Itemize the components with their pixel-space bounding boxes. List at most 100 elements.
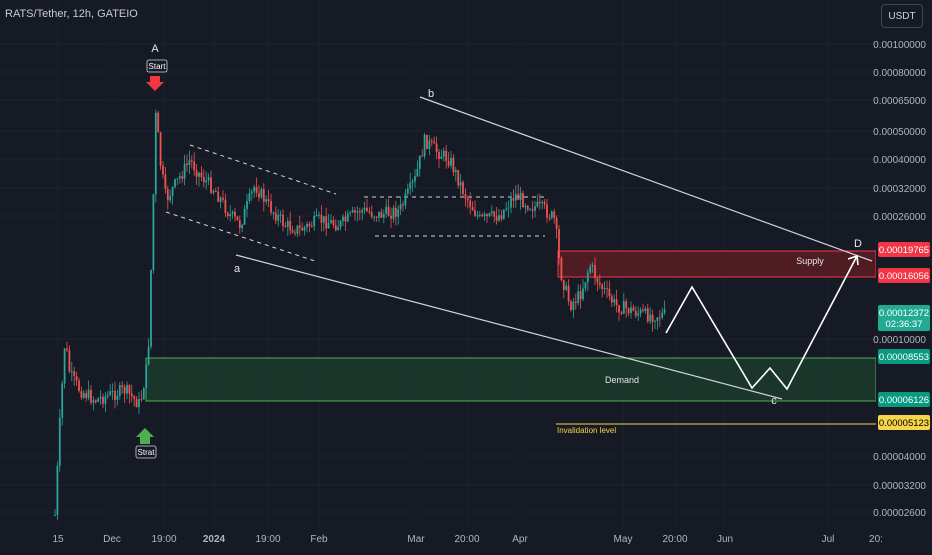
x-tick-label: Mar <box>407 534 425 545</box>
candle-body <box>313 215 316 227</box>
candle-body <box>627 308 630 314</box>
candle-body <box>630 307 632 314</box>
candle-body <box>591 265 594 267</box>
candle-body <box>550 211 553 219</box>
candle-body <box>478 214 481 216</box>
candle-body <box>138 399 140 408</box>
candle-body <box>558 229 560 258</box>
candle-body <box>162 165 164 175</box>
x-tick-label: Dec <box>103 534 121 545</box>
candle-body <box>334 225 337 231</box>
candle-body <box>394 207 397 217</box>
wave-label-A: A <box>151 43 159 55</box>
candle-body <box>308 223 311 227</box>
candle-body <box>385 206 388 215</box>
candle-body <box>522 193 524 208</box>
candle-body <box>224 199 227 214</box>
demand-top-price-label: 0.00008553 <box>879 352 929 363</box>
candle-body <box>658 317 661 319</box>
y-tick-label: 0.00100000 <box>873 40 926 51</box>
candle-body <box>363 207 366 211</box>
candle-body <box>440 156 443 159</box>
candle-body <box>195 170 198 177</box>
candle-body <box>594 265 596 278</box>
candle-body <box>114 390 116 400</box>
candle-body <box>303 227 306 231</box>
candle-body <box>474 210 476 216</box>
candle-body <box>570 301 572 310</box>
candle-body <box>262 189 265 202</box>
candle-body <box>574 301 577 303</box>
candle-body <box>150 269 152 347</box>
candle-body <box>498 215 500 221</box>
candle-body <box>274 212 277 221</box>
strat-marker-label: Strat <box>138 448 156 457</box>
currency-unit-button[interactable]: USDT <box>881 4 923 28</box>
invalidation-label: Invalidation level <box>557 426 616 435</box>
wave-label-D: D <box>854 238 862 250</box>
candle-body <box>586 272 589 283</box>
candle-body <box>116 395 119 400</box>
start-arrow-icon <box>146 76 164 91</box>
projection-path <box>665 255 858 391</box>
candle-body <box>603 288 606 290</box>
last-price-price-tag <box>878 305 930 331</box>
candle-body <box>246 201 248 209</box>
demand-top-price-tag <box>878 349 930 364</box>
invalidation-price-tag <box>878 415 930 430</box>
demand-label: Demand <box>605 375 639 385</box>
supply-top-price-tag <box>878 242 930 257</box>
candle-body <box>207 177 210 181</box>
y-tick-label: 0.00040000 <box>873 155 926 166</box>
candle-body <box>171 187 174 197</box>
candle-body <box>111 390 114 392</box>
candle-body <box>435 143 438 152</box>
candle-body <box>433 141 436 144</box>
candle-body <box>145 364 148 389</box>
candle-body <box>538 201 541 204</box>
candle-body <box>469 200 472 208</box>
candle-body <box>366 207 368 212</box>
wave-label-c: c <box>771 395 777 407</box>
start-marker-box <box>146 59 168 73</box>
candle-body <box>510 198 512 208</box>
channel-bottom-line <box>235 254 783 400</box>
candle-body <box>188 160 191 165</box>
wave-label-a: a <box>234 263 241 275</box>
candle-body <box>174 179 176 188</box>
candle-body <box>642 309 644 311</box>
candle-body <box>421 155 424 157</box>
candle-body <box>639 309 642 314</box>
y-tick-label: 0.00003200 <box>873 481 926 492</box>
candle-body <box>548 217 551 219</box>
x-tick-label: May <box>614 534 633 545</box>
supply-top-price-label: 0.00019765 <box>879 245 929 256</box>
candle-body <box>596 277 599 283</box>
x-tick-label: 20: <box>869 534 883 545</box>
x-tick-label: Jun <box>717 534 733 545</box>
candle-body <box>577 291 580 303</box>
channel-top-line <box>419 96 873 262</box>
candle-body <box>358 211 361 213</box>
candle-body <box>351 210 354 213</box>
candle-body <box>622 301 625 314</box>
candle-body <box>178 176 181 179</box>
candle-body <box>454 170 457 173</box>
candle-body <box>380 211 383 218</box>
candle-body <box>543 202 546 205</box>
candle-body <box>330 220 332 224</box>
candle-body <box>154 112 157 195</box>
candle-body <box>490 211 493 214</box>
x-tick-label: 19:00 <box>255 534 280 545</box>
candle-body <box>128 385 131 394</box>
candle-body <box>409 182 412 189</box>
candle-body <box>541 202 544 204</box>
candle-body <box>164 174 167 190</box>
candle-body <box>243 208 246 225</box>
candle-body <box>253 187 256 192</box>
candle-body <box>346 213 349 222</box>
candle-body <box>505 208 508 210</box>
countdown-label: 02:36:37 <box>886 319 923 330</box>
